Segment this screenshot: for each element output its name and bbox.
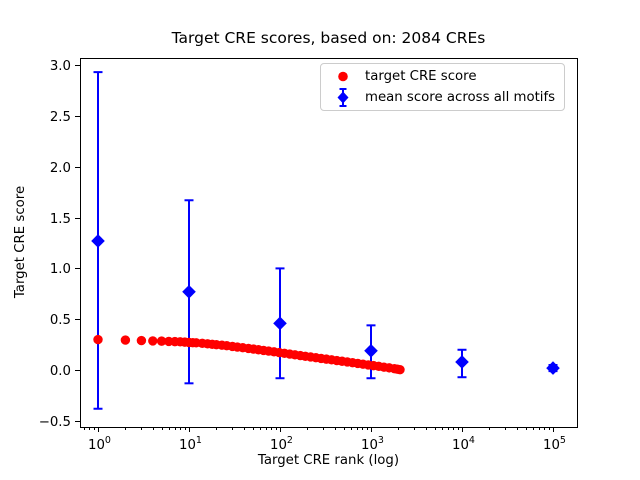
y-tick-label: 0.5 [50, 313, 71, 328]
legend-label: mean score across all motifs [365, 90, 556, 105]
target-score-series [93, 334, 405, 375]
axes-frame [80, 58, 578, 428]
mean-diamond-point [182, 284, 196, 299]
red-circle-marker-icon [321, 66, 365, 87]
y-tick-label: 2.5 [50, 110, 71, 125]
mean-diamond-point [273, 316, 287, 331]
y-tick-label: 1.5 [50, 212, 71, 227]
x-tick-label: 102 [270, 435, 293, 453]
blue-diamond-errorbar-marker-icon [321, 87, 365, 108]
x-tick-label: 105 [543, 435, 566, 453]
x-tick-label: 100 [88, 435, 111, 453]
target-score-point [395, 364, 405, 375]
legend: target CRE score mean score across all m… [320, 63, 565, 111]
y-tick-label: 1.0 [50, 262, 71, 277]
mean-diamond-point [91, 234, 105, 248]
mean-diamond-point [364, 343, 378, 358]
y-tick-label: 2.0 [50, 161, 71, 176]
legend-item-target-cre-score: target CRE score [321, 66, 564, 87]
y-tick-label: −0.5 [39, 415, 71, 430]
x-axis-label: Target CRE rank (log) [257, 453, 400, 468]
y-axis-tick-labels: −0.5 0.0 0.5 1.0 1.5 2.0 2.5 3.0 [39, 59, 71, 430]
x-axis-ticks [84, 427, 554, 432]
mean-diamond-point [455, 355, 469, 369]
target-score-point [156, 336, 167, 346]
x-axis-tick-labels: 100 101 102 103 104 105 [88, 435, 566, 453]
y-axis-ticks [75, 65, 80, 422]
y-axis-label: Target CRE score [13, 185, 28, 299]
x-tick-label: 104 [452, 435, 475, 453]
x-tick-label: 103 [361, 435, 384, 453]
chart-title: Target CRE scores, based on: 2084 CREs [171, 29, 486, 47]
target-score-point [120, 335, 131, 345]
mean-score-series [91, 71, 560, 410]
target-score-point [136, 335, 147, 346]
y-tick-label: 3.0 [50, 59, 71, 74]
y-tick-label: 0.0 [50, 364, 71, 379]
x-tick-label: 101 [179, 435, 202, 453]
legend-label: target CRE score [365, 69, 477, 84]
target-score-point [93, 334, 103, 345]
mean-diamond-point [546, 361, 560, 375]
legend-item-mean-score: mean score across all motifs [321, 87, 564, 108]
target-score-point [148, 336, 158, 346]
